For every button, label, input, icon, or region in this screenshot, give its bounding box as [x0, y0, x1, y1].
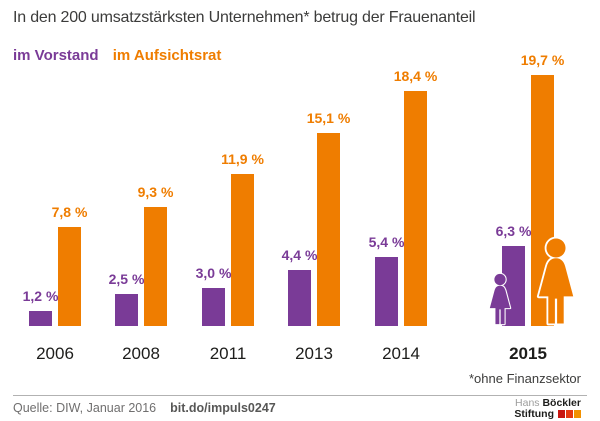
logo-line-1: Hans Böckler — [514, 398, 581, 409]
chart-title: In den 200 umsatzstärksten Unternehmen* … — [13, 9, 476, 26]
value-label-vorstand-2006: 1,2 % — [22, 288, 59, 304]
bar-aufsichtsrat-2008 — [144, 207, 167, 326]
bar-vorstand-2013 — [288, 270, 311, 326]
woman-icon-large-aufsichtsrat — [536, 236, 576, 326]
value-label-vorstand-2013: 4,4 % — [281, 247, 318, 263]
legend-item-aufsichtsrat: im Aufsichtsrat — [112, 47, 222, 64]
bar-vorstand-2008 — [115, 294, 138, 326]
logo-square — [558, 409, 565, 418]
bar-aufsichtsrat-2014 — [404, 91, 427, 326]
value-label-aufsichtsrat-2008: 9,3 % — [137, 184, 174, 200]
bar-aufsichtsrat-2011 — [231, 174, 254, 326]
legend-item-vorstand: im Vorstand — [13, 47, 99, 64]
bar-aufsichtsrat-2006 — [58, 227, 81, 326]
bar-aufsichtsrat-2013 — [317, 133, 340, 326]
logo-squares — [557, 409, 581, 420]
value-label-aufsichtsrat-2015: 19,7 % — [520, 52, 565, 68]
value-label-aufsichtsrat-2014: 18,4 % — [393, 68, 438, 84]
logo-square — [566, 409, 573, 418]
logo-stiftung: Stiftung — [514, 407, 554, 420]
bar-vorstand-2014 — [375, 257, 398, 326]
value-label-aufsichtsrat-2013: 15,1 % — [306, 110, 351, 126]
year-label-2013: 2013 — [295, 344, 333, 363]
divider-line — [13, 395, 587, 396]
bar-vorstand-2011 — [202, 288, 225, 326]
legend: im Vorstand im Aufsichtsrat — [13, 47, 221, 64]
value-label-vorstand-2011: 3,0 % — [195, 265, 232, 281]
year-label-2008: 2008 — [122, 344, 160, 363]
source-line: Quelle: DIW, Januar 2016 bit.do/impuls024… — [13, 401, 276, 415]
logo-square — [574, 409, 581, 418]
hans-boeckler-logo: Hans Böckler Stiftung — [514, 398, 581, 420]
value-label-vorstand-2008: 2,5 % — [108, 271, 145, 287]
year-label-2011: 2011 — [209, 344, 247, 363]
source-link[interactable]: bit.do/impuls0247 — [170, 401, 276, 415]
woman-icon-small-vorstand — [488, 272, 512, 326]
source-text: Quelle: DIW, Januar 2016 — [13, 401, 157, 415]
logo-boeckler: Böckler — [542, 397, 581, 409]
value-label-aufsichtsrat-2011: 11,9 % — [221, 151, 264, 167]
logo-line-2: Stiftung — [514, 407, 581, 420]
value-label-vorstand-2014: 5,4 % — [368, 234, 405, 250]
year-label-2006: 2006 — [36, 344, 74, 363]
year-label-2015: 2015 — [509, 344, 547, 363]
bar-vorstand-2006 — [29, 311, 52, 326]
value-label-vorstand-2015: 6,3 % — [495, 223, 532, 239]
logo-hans: Hans — [515, 397, 540, 409]
footnote: *ohne Finanzsektor — [468, 371, 581, 386]
value-label-aufsichtsrat-2006: 7,8 % — [51, 204, 88, 220]
year-label-2014: 2014 — [382, 344, 420, 363]
